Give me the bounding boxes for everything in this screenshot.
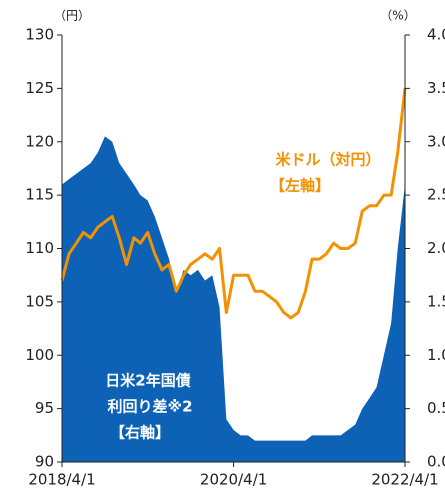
x-tick-label: 2018/4/1 (28, 471, 95, 489)
y2-unit: （%） (380, 9, 415, 23)
y2-tick-label: 1.5 (427, 292, 445, 310)
y-tick-label: 105 (25, 292, 54, 310)
y-tick-label: 95 (35, 399, 54, 417)
y-tick-label: 120 (25, 132, 54, 150)
legend-label: 米ドル（対円） (275, 151, 380, 169)
line (60, 88, 407, 320)
y2-tick-label: 3.5 (427, 79, 445, 97)
y2-tick-label: 2.5 (427, 186, 445, 204)
y2-tick-label: 4.0 (427, 26, 445, 44)
y2-tick-label: 0.0 (427, 453, 445, 471)
y-tick-label: 130 (25, 26, 54, 44)
annotation: 【左軸】 (270, 177, 330, 195)
y2-tick-label: 1.0 (427, 346, 445, 364)
y-tick-label: 90 (35, 453, 54, 471)
annotation: 【右軸】 (110, 424, 170, 442)
y2-tick-label: 2.0 (427, 239, 445, 257)
y-unit: （円） (54, 9, 90, 23)
area (62, 136, 405, 462)
y-tick-label: 115 (25, 186, 54, 204)
y-tick-label: 100 (25, 346, 54, 364)
y2-tick-label: 3.0 (427, 132, 445, 150)
x-tick-label: 2022/4/1 (371, 471, 438, 489)
x-tick-label: 2020/4/1 (200, 471, 267, 489)
y-tick-label: 110 (25, 239, 54, 257)
y-tick-label: 125 (25, 79, 54, 97)
annotation: 利回り差※2 (107, 398, 192, 416)
y2-tick-label: 0.5 (427, 399, 445, 417)
legend-label: 日米2年国債 (105, 372, 190, 390)
